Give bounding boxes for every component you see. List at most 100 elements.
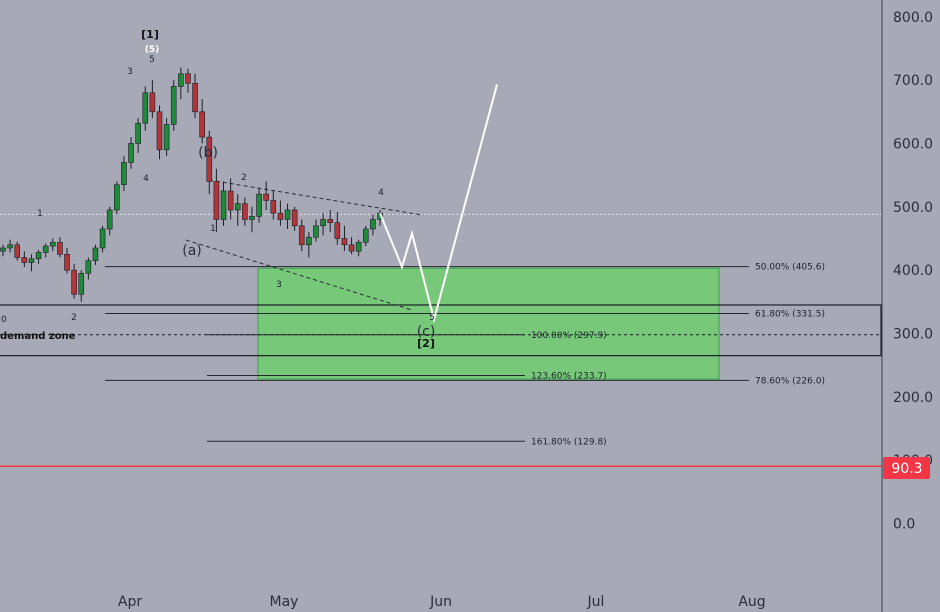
- grid-lines: [0, 213, 882, 468]
- candle-body: [284, 209, 291, 220]
- candle-body: [163, 124, 170, 151]
- candle-body: [28, 258, 35, 263]
- candle-body: [242, 203, 248, 220]
- wave-label-n1: 1: [210, 224, 216, 234]
- candle-body: [128, 143, 134, 163]
- candle-body: [206, 136, 213, 182]
- candle-body: [42, 245, 49, 253]
- candle-body: [298, 225, 305, 246]
- fib-label: 100.00% (297.9): [531, 331, 607, 341]
- wave-label-n4: 4: [378, 188, 384, 198]
- candle-body: [313, 225, 319, 238]
- candle-body: [0, 247, 6, 252]
- candle-body: [149, 92, 156, 113]
- time-tick-label: Apr: [118, 594, 142, 610]
- candle-body: [92, 247, 99, 261]
- candle-body: [14, 244, 21, 258]
- candle-body: [71, 269, 77, 295]
- candle-body: [220, 190, 227, 220]
- candle-body: [327, 219, 334, 223]
- candle-body: [341, 238, 348, 246]
- wave-label-n2: 2: [241, 173, 247, 183]
- wave-label-n4: 4: [143, 174, 149, 184]
- price-tick-label: 700.0: [893, 73, 933, 89]
- candle-body: [370, 219, 376, 230]
- candle-body: [355, 241, 362, 252]
- candle-body: [334, 222, 341, 239]
- candle-body: [362, 228, 369, 243]
- fib-label: 161.80% (129.8): [531, 437, 607, 447]
- time-tick-label: May: [270, 594, 299, 610]
- time-tick-label: Jun: [429, 594, 452, 610]
- price-tick-label: 400.0: [893, 263, 933, 279]
- candle-body: [57, 241, 63, 255]
- wave-label-big2: [2]: [417, 337, 435, 350]
- projection-path: [379, 84, 498, 324]
- candle-body: [178, 73, 184, 87]
- candle-body: [49, 241, 56, 247]
- time-axis[interactable]: Apr May Jun Jul Aug: [118, 594, 766, 610]
- projection-layer: [379, 84, 498, 324]
- candle-body: [21, 257, 28, 263]
- target-zone: [257, 267, 720, 380]
- candle-body: [170, 86, 177, 125]
- fib-label: 50.00% (405.6): [755, 263, 825, 273]
- fib-label: 78.60% (226.0): [755, 376, 825, 386]
- candle-body: [199, 111, 205, 138]
- candle-body: [135, 122, 141, 144]
- price-tick-label: 500.0: [893, 200, 933, 216]
- wave-label-big1: [1]: [141, 28, 159, 41]
- candle-body: [249, 216, 255, 220]
- candle-body: [106, 209, 113, 230]
- price-axis[interactable]: 800.0700.0600.0500.0400.0300.0200.00.010…: [893, 10, 933, 533]
- price-tag-box: [883, 457, 930, 479]
- wave-labels-layer: [1] (5) [2] (a) (b) (c) 3 5 4 1 2 0 2 1 3 4 5: [1, 28, 435, 350]
- candle-body: [142, 92, 149, 124]
- price-tick-label: 600.0: [893, 136, 933, 152]
- wedge-upper-line: [208, 179, 423, 216]
- price-tick-label: 200.0: [893, 390, 933, 406]
- price-tag: 90.3: [883, 457, 930, 479]
- candle-body: [85, 260, 92, 274]
- candle-body: [263, 193, 269, 201]
- time-tick-label: Jul: [587, 594, 605, 610]
- candle-body: [306, 236, 312, 246]
- candle-body: [213, 181, 220, 220]
- candle-body: [35, 252, 42, 260]
- candle-body: [192, 82, 198, 113]
- price-tick-label: 800.0: [893, 10, 933, 26]
- price-tag-value: 90.3: [891, 461, 922, 477]
- wave-label-five_circled: (5): [145, 45, 160, 55]
- wave-label-n2: 2: [71, 313, 77, 323]
- price-tick-label: 0.0: [893, 517, 915, 533]
- candles-layer: [0, 67, 383, 302]
- candle-body: [185, 73, 191, 84]
- wave-label-a: (a): [182, 243, 202, 259]
- candle-body: [227, 190, 234, 211]
- demand-zone-label: demand zone: [0, 331, 76, 342]
- wave-label-n3: 3: [276, 280, 282, 290]
- wave-label-n5: 5: [429, 313, 435, 323]
- fib-levels-layer: 50.00% (405.6) 61.80% (331.5) 100.00% (297…: [105, 179, 825, 447]
- time-tick-label: Aug: [738, 594, 765, 610]
- candle-body: [256, 193, 262, 217]
- candle-body: [121, 162, 127, 185]
- candle-body: [99, 228, 106, 249]
- candle-body: [320, 219, 326, 227]
- candle-body: [270, 200, 277, 214]
- wave-label-n3: 3: [127, 67, 133, 77]
- candle-body: [7, 244, 13, 249]
- zones-layer: demand zone: [0, 267, 882, 380]
- fib-label: 123.60% (233.7): [531, 371, 607, 381]
- wedge-lower-line: [185, 239, 413, 311]
- candle-body: [234, 203, 241, 211]
- demand-zone: [0, 304, 882, 357]
- candle-body: [114, 184, 120, 211]
- candle-body: [348, 244, 355, 252]
- candle-body: [291, 209, 298, 227]
- candle-body: [156, 111, 163, 151]
- wave-label-n0: 0: [1, 315, 7, 325]
- fib-label: 61.80% (331.5): [755, 310, 825, 320]
- candle-body: [64, 254, 70, 271]
